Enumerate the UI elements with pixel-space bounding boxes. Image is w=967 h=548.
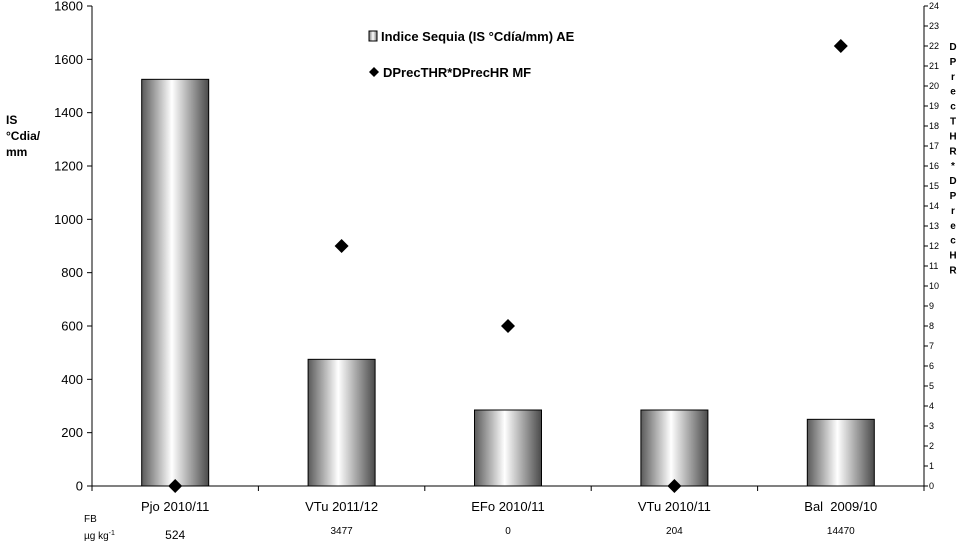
right-tick-label: 20 (929, 81, 939, 91)
legend-diamond-label: DPrecTHR*DPrecHR MF (383, 65, 531, 80)
right-tick-label: 2 (929, 441, 934, 451)
category-label: Pjo 2010/11 (141, 499, 209, 514)
category-labels: Pjo 2010/11 VTu 2011/12 EFo 2010/11 VTu 201… (141, 499, 877, 514)
right-tick-label: 23 (929, 21, 939, 31)
bar (474, 409, 542, 487)
fb-value: 204 (666, 526, 683, 537)
diamond-point (667, 479, 682, 493)
category-label: VTu 2011/12 (305, 499, 378, 514)
right-tick-label: 18 (929, 121, 939, 131)
left-tick-label: 1800 (54, 0, 83, 14)
right-tick-label: 16 (929, 161, 939, 171)
fb-value: 0 (505, 526, 511, 537)
right-tick-label: 9 (929, 301, 934, 311)
y-axis-label: IS °Cdia/mm (6, 113, 41, 159)
right-tick-label: 14 (929, 201, 939, 211)
diamond-point (501, 319, 515, 333)
left-tick-label: 800 (61, 265, 83, 280)
fb-value: 524 (165, 528, 185, 542)
left-tick-label: 1600 (54, 52, 83, 67)
left-tick-label: 400 (61, 372, 83, 387)
y-axis-label-line: mm (6, 145, 27, 159)
right-tick-label: 11 (929, 261, 938, 271)
category-label: VTu 2010/11 (638, 499, 711, 514)
right-tick-label: 21 (929, 61, 939, 71)
x-axis-ticks (91, 486, 925, 491)
right-tick-label: 10 (929, 281, 939, 291)
right-tick-label: 0 (929, 481, 934, 491)
fb-label-line1: FB (84, 514, 97, 525)
left-tick-label: 600 (61, 319, 83, 334)
fb-value: 3477 (330, 526, 353, 537)
diamond-point (334, 239, 349, 253)
fb-values: 524 3477 0 204 14470 (165, 526, 855, 542)
y-axis-label-line: IS (6, 113, 17, 127)
bar (141, 78, 210, 487)
fb-label-line2: µg kg-1 (84, 530, 115, 542)
diamond-point (833, 39, 848, 53)
right-tick-label: 12 (929, 241, 939, 251)
right-tick-label: 13 (929, 221, 939, 231)
left-tick-label: 0 (76, 479, 83, 494)
fb-value: 14470 (827, 526, 855, 537)
right-tick-label: 5 (929, 381, 934, 391)
y-axis-label-line: °Cdia/ (6, 129, 41, 143)
right-tick-label: 19 (929, 101, 939, 111)
legend: Indice Sequia (IS °Cdía/mm) AE DPrecTHR*… (368, 29, 575, 80)
left-tick-label: 1200 (54, 159, 83, 174)
left-tick-label: 1000 (54, 212, 83, 227)
right-tick-label: 22 (929, 41, 939, 51)
bar (640, 409, 709, 487)
right-tick-label: 8 (929, 321, 934, 331)
right-tick-label: 17 (929, 141, 939, 151)
right-tick-label: 4 (929, 401, 934, 411)
right-tick-label: 24 (929, 1, 939, 11)
right-tick-label: 6 (929, 361, 934, 371)
left-tick-label: 1400 (54, 105, 83, 120)
right-tick-label: 7 (929, 341, 934, 351)
legend-diamond-swatch (369, 67, 379, 77)
legend-bar-swatch (368, 30, 378, 42)
bar (307, 358, 376, 487)
diamond-series (168, 39, 848, 493)
left-tick-label: 200 (61, 425, 83, 440)
legend-bar-label: Indice Sequia (IS °Cdía/mm) AE (381, 29, 575, 44)
right-tick-label: 1 (929, 461, 934, 471)
fb-label: FB µg kg-1 (84, 514, 115, 542)
right-tick-label: 3 (929, 421, 934, 431)
bar (806, 418, 875, 487)
category-label: EFo 2010/11 (471, 499, 544, 514)
diamond-point (168, 479, 183, 493)
left-axis-ticks: 0 200 400 600 800 1000 1200 1400 1600 1800 (54, 0, 92, 494)
bar-series (141, 78, 875, 487)
right-tick-label: 15 (929, 181, 939, 191)
category-label: Bal 2009/10 (804, 499, 877, 514)
